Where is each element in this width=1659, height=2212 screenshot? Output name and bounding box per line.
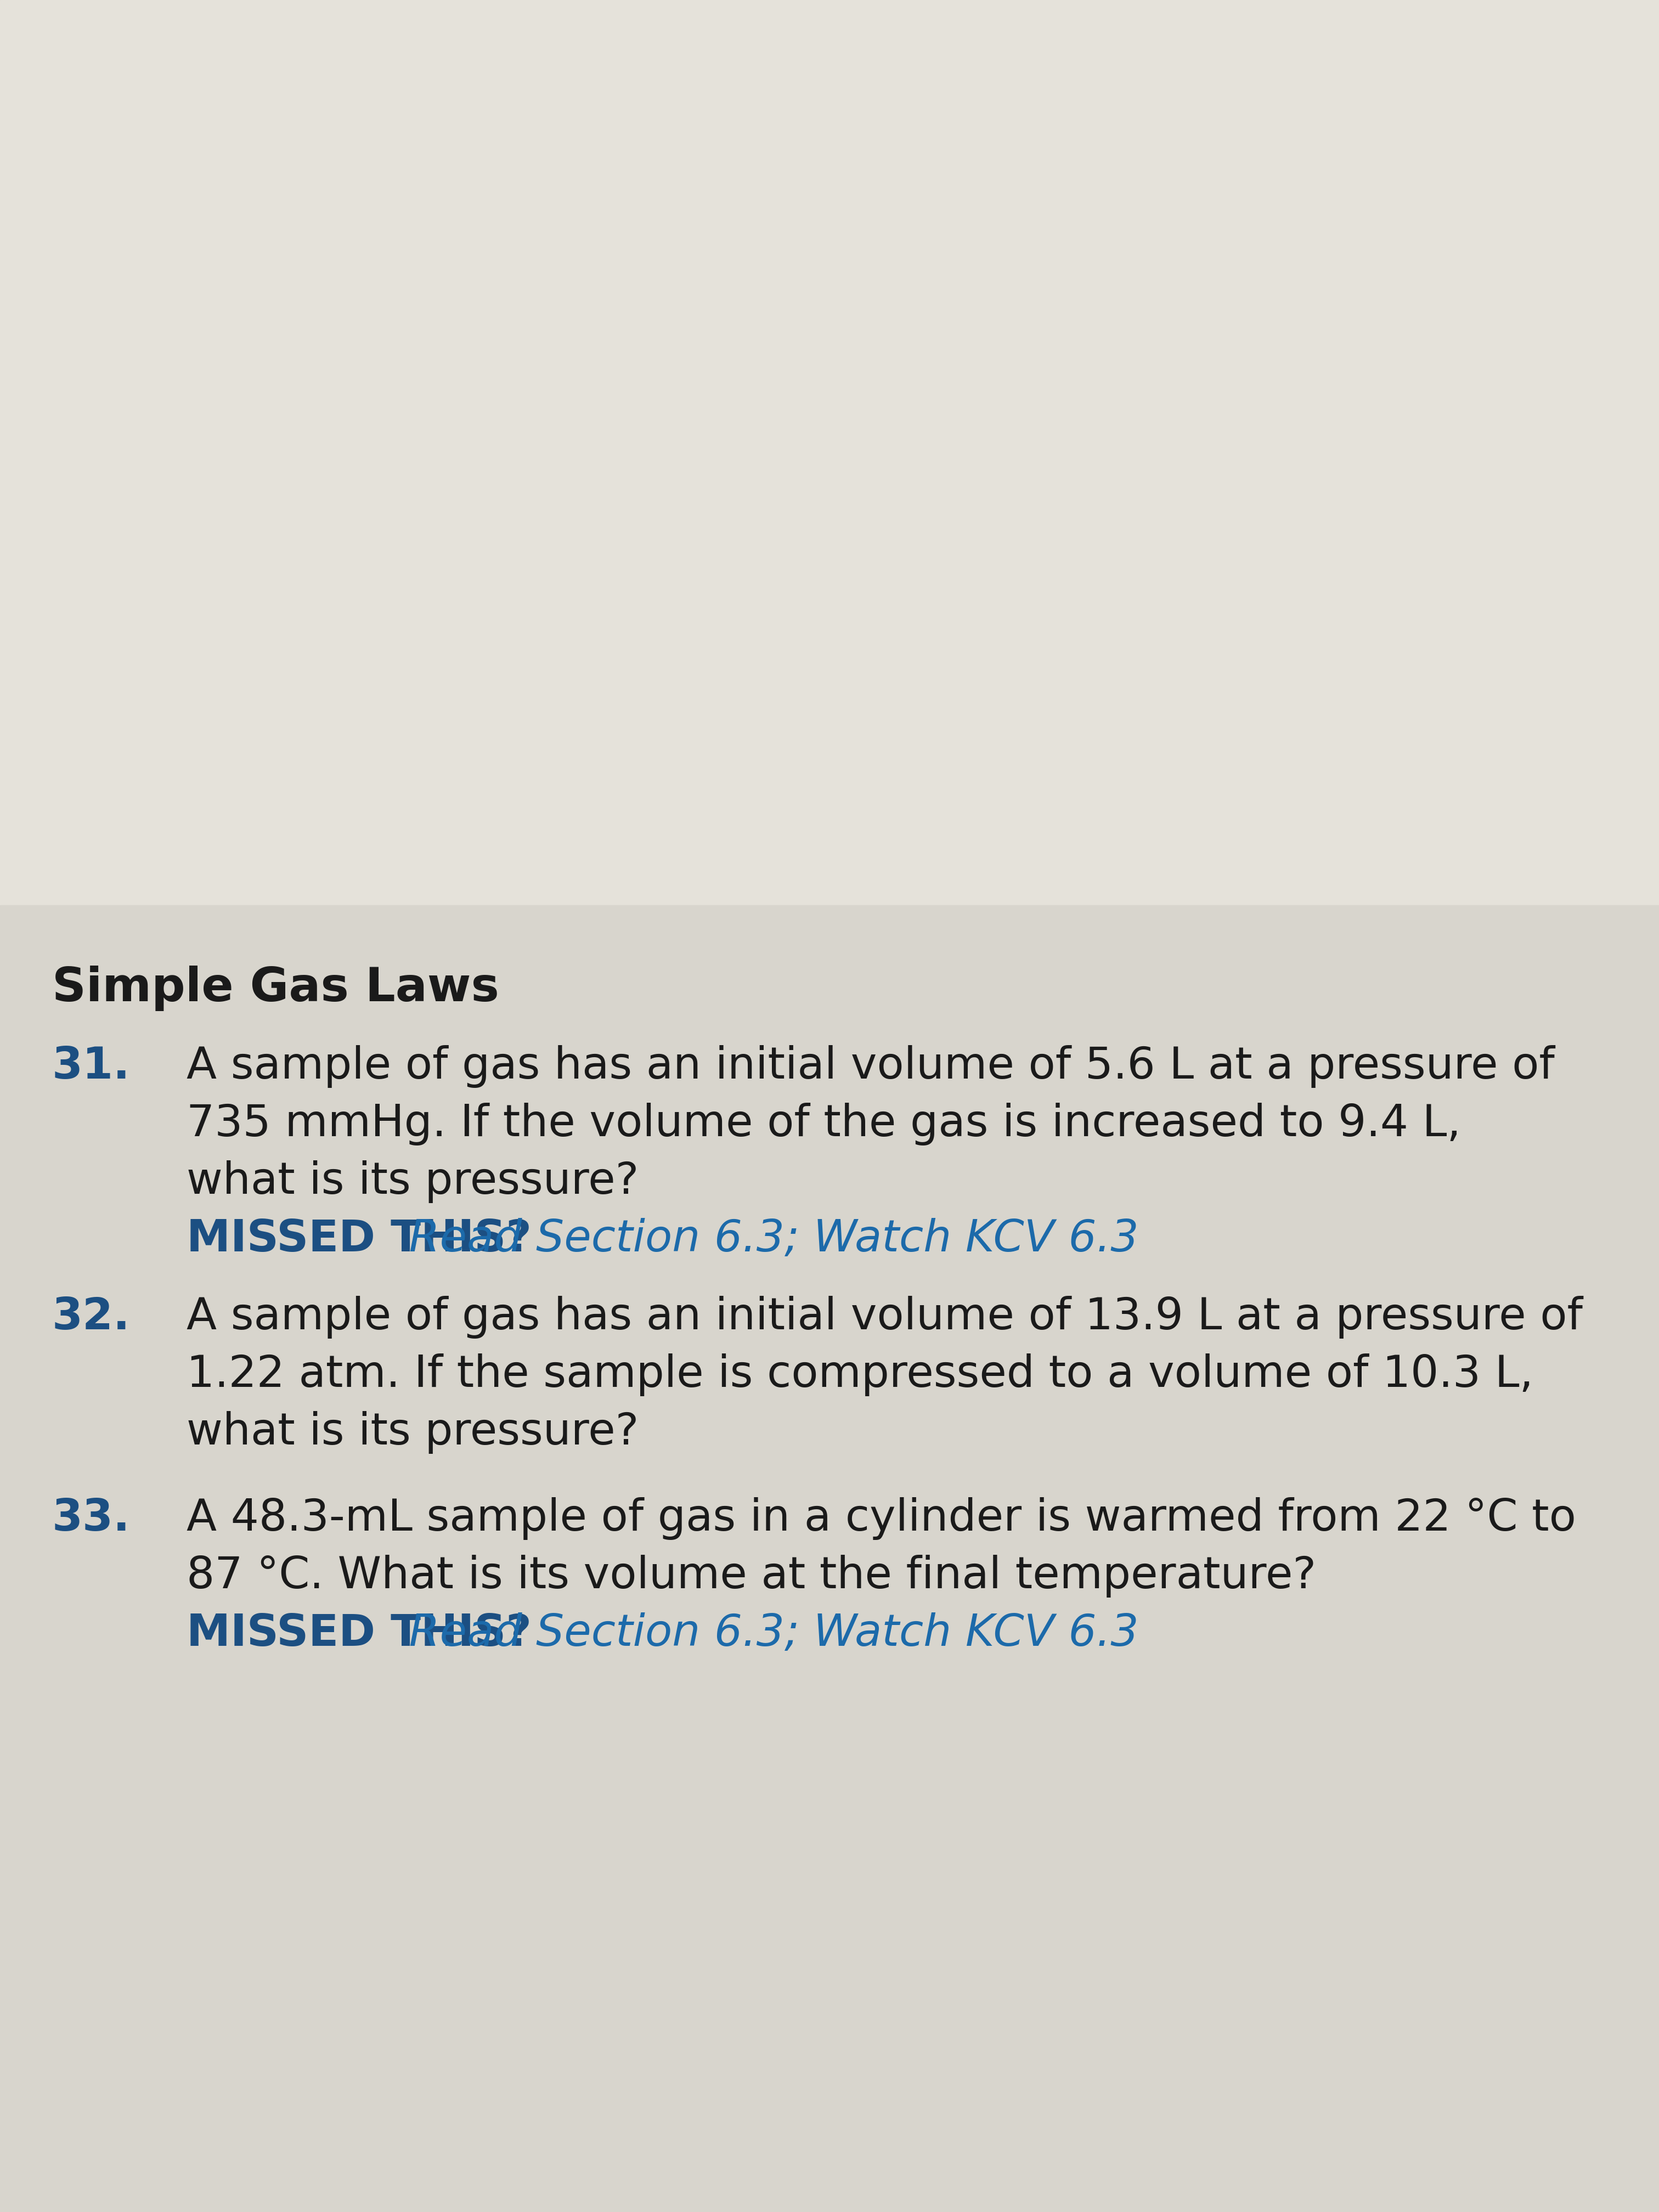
Text: Read Section 6.3; Watch KCV 6.3: Read Section 6.3; Watch KCV 6.3: [395, 1613, 1138, 1655]
Bar: [0, 905, 1659, 2212]
Text: Simple Gas Laws: Simple Gas Laws: [51, 967, 499, 1011]
Text: 32.: 32.: [51, 1296, 131, 1338]
Text: what is its pressure?: what is its pressure?: [186, 1161, 639, 1203]
Text: 1.22 atm. If the sample is compressed to a volume of 10.3 L,: 1.22 atm. If the sample is compressed to…: [186, 1354, 1533, 1396]
Text: 33.: 33.: [51, 1498, 131, 1540]
Text: A sample of gas has an initial volume of 13.9 L at a pressure of: A sample of gas has an initial volume of…: [186, 1296, 1583, 1338]
Text: 735 mmHg. If the volume of the gas is increased to 9.4 L,: 735 mmHg. If the volume of the gas is in…: [186, 1104, 1462, 1146]
Text: MISSED THIS?: MISSED THIS?: [186, 1613, 531, 1655]
Bar: [0, 0, 1659, 905]
Text: A 48.3-mL sample of gas in a cylinder is warmed from 22 °C to: A 48.3-mL sample of gas in a cylinder is…: [186, 1498, 1576, 1540]
Text: Read Section 6.3; Watch KCV 6.3: Read Section 6.3; Watch KCV 6.3: [395, 1219, 1138, 1261]
Text: MISSED THIS?: MISSED THIS?: [186, 1219, 531, 1261]
Text: what is its pressure?: what is its pressure?: [186, 1411, 639, 1453]
Text: 87 °C. What is its volume at the final temperature?: 87 °C. What is its volume at the final t…: [186, 1555, 1316, 1597]
Text: 31.: 31.: [51, 1044, 131, 1088]
Text: A sample of gas has an initial volume of 5.6 L at a pressure of: A sample of gas has an initial volume of…: [186, 1044, 1554, 1088]
